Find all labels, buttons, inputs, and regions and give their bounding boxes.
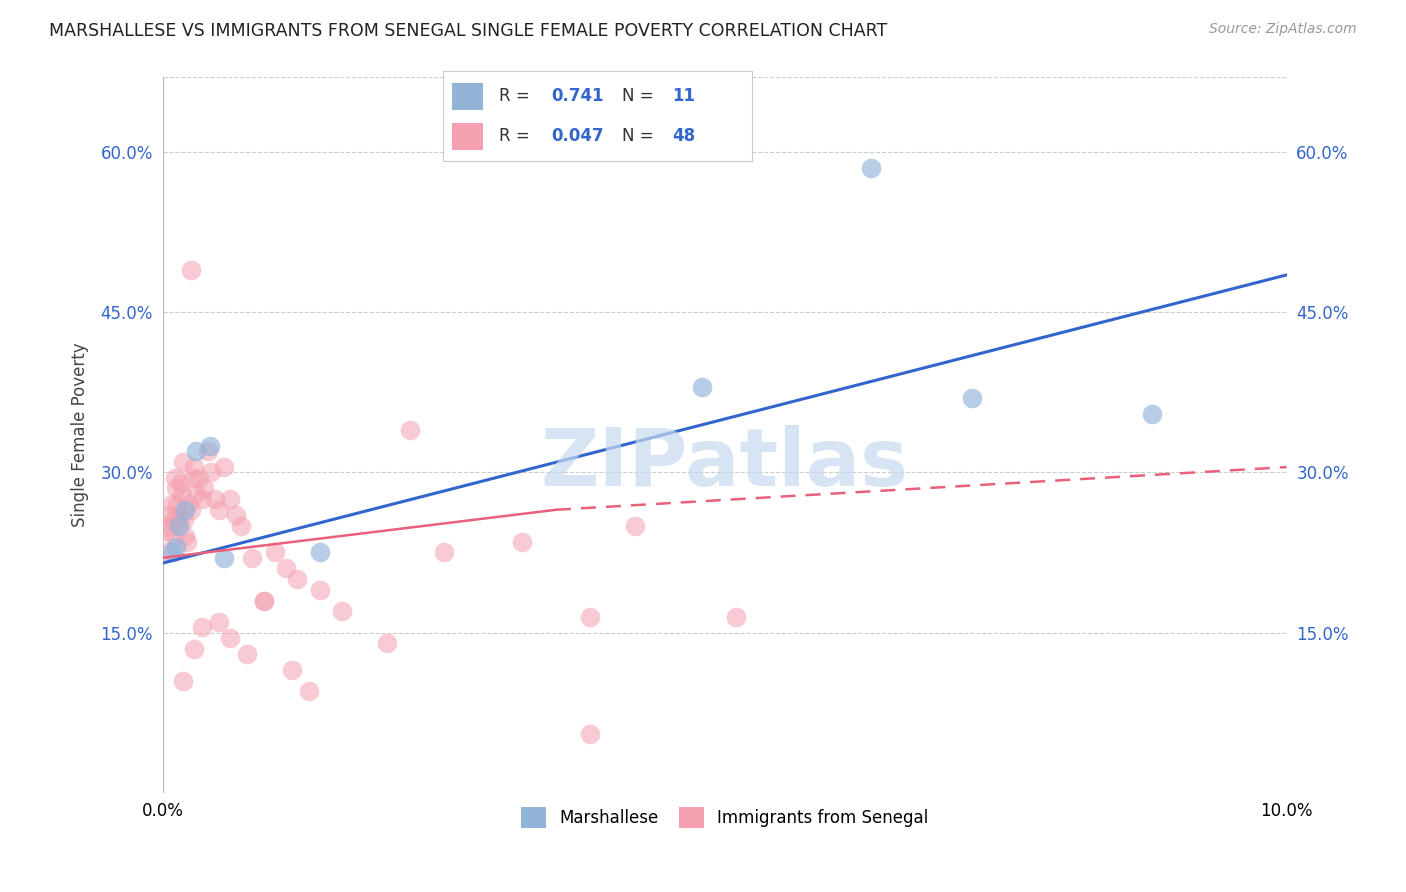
Point: [214, 550, 236, 565]
Point: [191, 620, 214, 634]
Point: [208, 502, 231, 516]
Point: [377, 636, 399, 650]
Point: [236, 647, 259, 661]
Text: 0.741: 0.741: [551, 87, 603, 105]
Point: [157, 518, 180, 533]
Point: [309, 582, 332, 597]
Point: [198, 439, 221, 453]
Point: [176, 534, 198, 549]
Point: [174, 502, 197, 516]
Point: [191, 492, 214, 507]
Point: [187, 471, 209, 485]
Point: [163, 529, 186, 543]
Point: [623, 518, 645, 533]
Point: [287, 572, 309, 586]
Point: [219, 631, 242, 645]
Point: [167, 508, 190, 522]
Point: [690, 380, 713, 394]
Point: [219, 492, 242, 507]
Point: [160, 545, 183, 559]
Point: [253, 593, 276, 607]
Point: [960, 391, 983, 405]
Point: [183, 641, 205, 656]
Text: 48: 48: [672, 128, 695, 145]
Point: [159, 508, 181, 522]
Point: [172, 455, 194, 469]
Point: [163, 471, 186, 485]
Point: [180, 262, 202, 277]
Point: [169, 518, 191, 533]
Point: [157, 545, 180, 559]
Point: [200, 466, 222, 480]
Point: [432, 545, 454, 559]
Text: 11: 11: [672, 87, 695, 105]
Text: ZIPatlas: ZIPatlas: [540, 425, 908, 503]
Point: [181, 471, 204, 485]
Point: [155, 524, 177, 538]
Text: MARSHALLESE VS IMMIGRANTS FROM SENEGAL SINGLE FEMALE POVERTY CORRELATION CHART: MARSHALLESE VS IMMIGRANTS FROM SENEGAL S…: [49, 22, 887, 40]
Text: R =: R =: [499, 87, 529, 105]
FancyBboxPatch shape: [453, 83, 484, 110]
Point: [169, 513, 191, 527]
Text: N =: N =: [623, 87, 654, 105]
Point: [510, 534, 533, 549]
Point: [186, 487, 208, 501]
Point: [172, 673, 194, 688]
Text: 0.047: 0.047: [551, 128, 603, 145]
Point: [253, 593, 276, 607]
Point: [165, 482, 187, 496]
Point: [193, 482, 215, 496]
Point: [177, 498, 200, 512]
Point: [578, 727, 600, 741]
Point: [208, 615, 231, 629]
Point: [225, 508, 247, 522]
Point: [859, 161, 882, 176]
Y-axis label: Single Female Poverty: Single Female Poverty: [72, 343, 89, 527]
Point: [180, 502, 202, 516]
Point: [197, 444, 219, 458]
Point: [281, 663, 304, 677]
Text: R =: R =: [499, 128, 529, 145]
Text: N =: N =: [623, 128, 654, 145]
Point: [231, 518, 253, 533]
Point: [174, 529, 197, 543]
Point: [165, 540, 187, 554]
Point: [1140, 407, 1163, 421]
Point: [264, 545, 287, 559]
Point: [276, 561, 298, 575]
Point: [173, 513, 195, 527]
Legend: Marshallese, Immigrants from Senegal: Marshallese, Immigrants from Senegal: [515, 801, 935, 834]
FancyBboxPatch shape: [453, 123, 484, 150]
Point: [204, 492, 226, 507]
Point: [186, 444, 208, 458]
Point: [169, 476, 191, 491]
Point: [214, 460, 236, 475]
Point: [399, 423, 422, 437]
Point: [166, 498, 188, 512]
Point: [298, 684, 321, 698]
Text: Source: ZipAtlas.com: Source: ZipAtlas.com: [1209, 22, 1357, 37]
Point: [724, 609, 747, 624]
Point: [160, 498, 183, 512]
Point: [162, 513, 184, 527]
Point: [332, 604, 354, 618]
Point: [183, 460, 205, 475]
Point: [309, 545, 332, 559]
Point: [578, 609, 600, 624]
Point: [242, 550, 264, 565]
Point: [170, 487, 193, 501]
